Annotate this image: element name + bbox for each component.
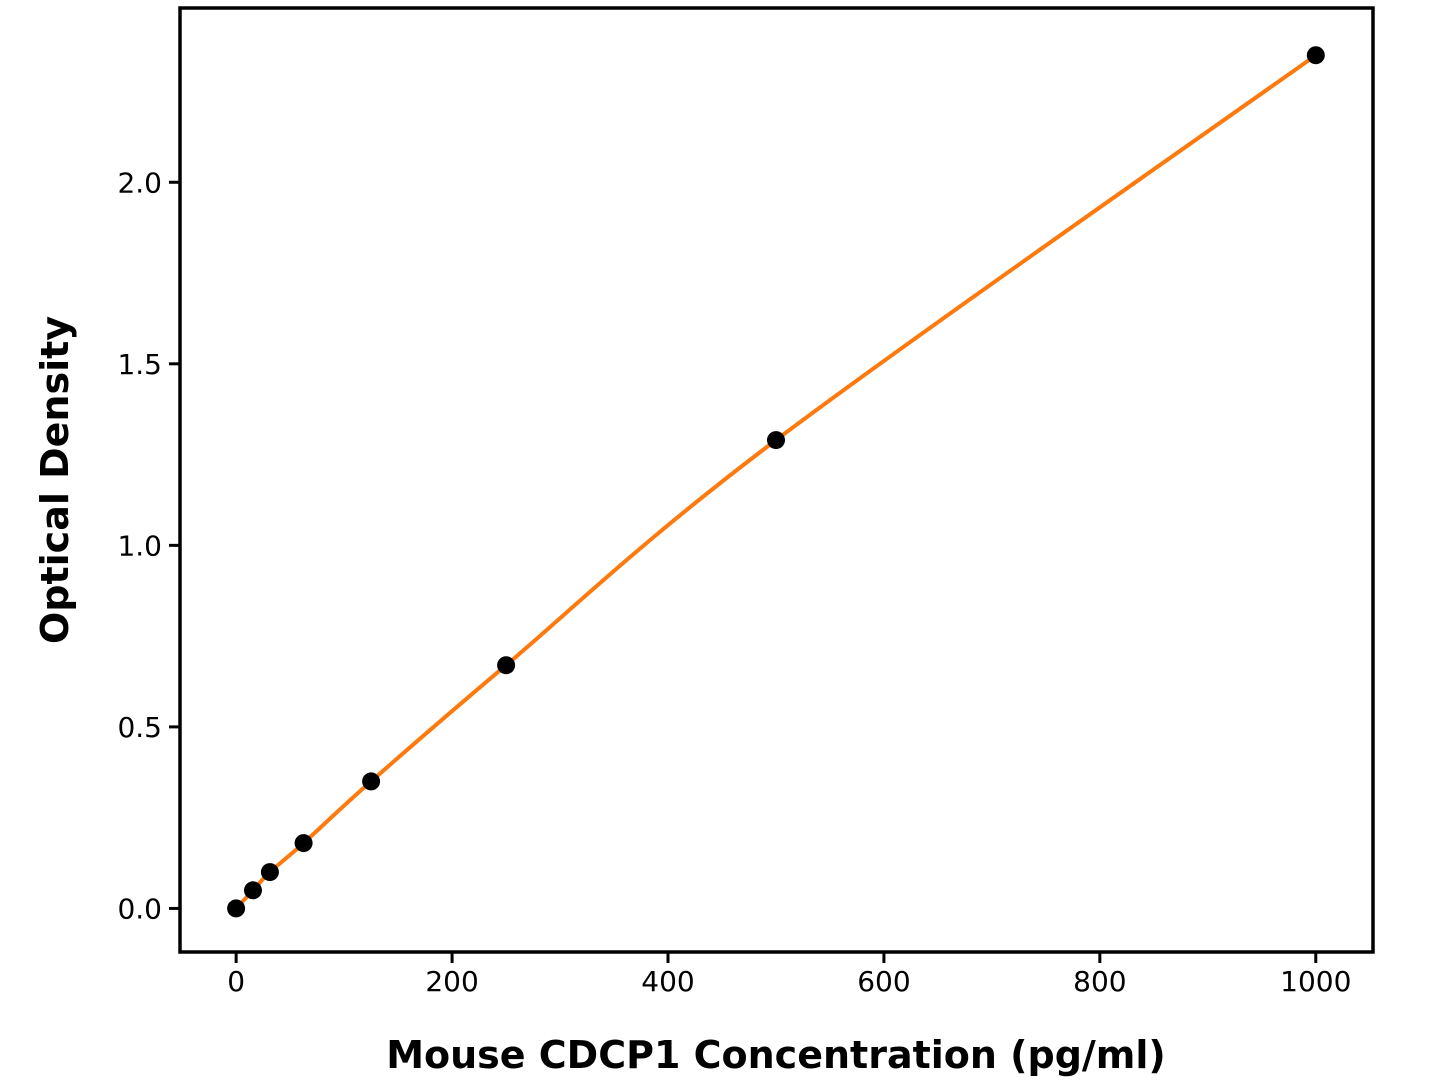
y-axis-title: Optical Density	[33, 316, 77, 644]
y-tick-label: 2.0	[117, 166, 162, 199]
data-point	[767, 431, 785, 450]
axis-tick-labels: 0 200 400 600 800 1000 0.0 0.5 1.0 1.5 2.0	[117, 166, 1351, 998]
data-point	[294, 834, 313, 853]
y-tick-label: 1.0	[117, 529, 162, 562]
data-point	[260, 863, 279, 882]
x-tick-label: 400	[641, 965, 694, 998]
x-tick-label: 600	[857, 965, 910, 998]
y-tick-label: 0.0	[117, 892, 162, 925]
x-tick-label: 0	[227, 965, 245, 998]
data-point	[497, 656, 516, 675]
data-point	[244, 881, 262, 900]
y-tick-label: 0.5	[117, 711, 162, 744]
data-points	[227, 46, 1325, 918]
data-point	[227, 899, 246, 918]
axis-ticks	[169, 180, 1318, 963]
standard-curve-line	[234, 53, 1318, 911]
data-point	[362, 772, 381, 791]
y-tick-label: 1.5	[117, 348, 162, 381]
x-tick-label: 800	[1073, 965, 1126, 998]
x-tick-label: 1000	[1280, 965, 1351, 998]
plot-area-border	[178, 6, 1375, 954]
data-point	[1306, 46, 1325, 65]
x-tick-label: 200	[425, 965, 478, 998]
x-axis-title: Mouse CDCP1 Concentration (pg/ml)	[386, 1033, 1166, 1077]
